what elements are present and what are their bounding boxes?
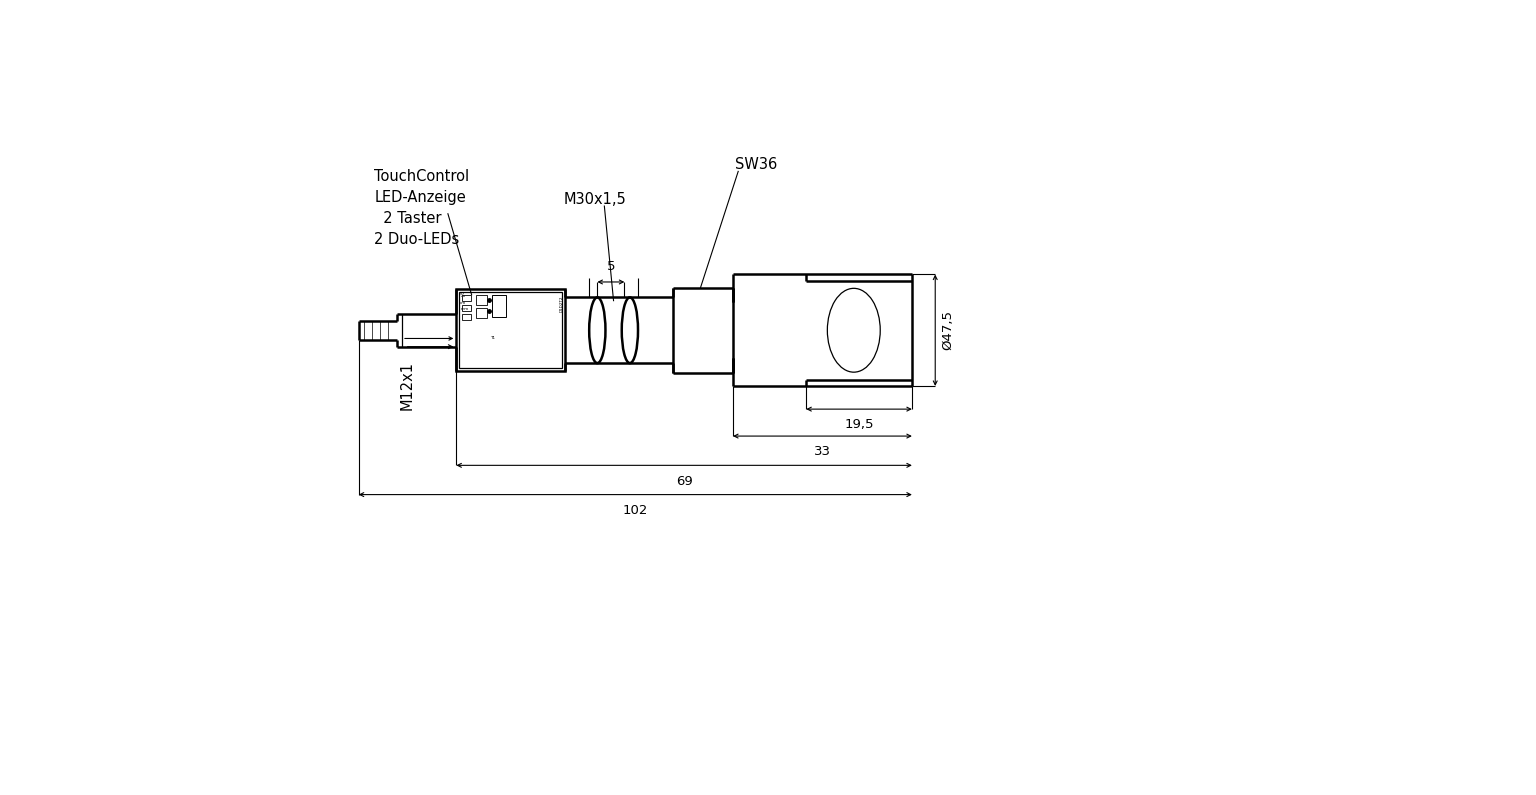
Bar — [462, 314, 472, 320]
Bar — [476, 295, 487, 305]
Text: cm: cm — [461, 301, 467, 304]
Text: T1: T1 — [490, 336, 495, 340]
Bar — [492, 295, 505, 317]
Text: 5: 5 — [607, 260, 614, 273]
Text: mm: mm — [461, 307, 468, 311]
Text: 69: 69 — [676, 475, 693, 487]
Text: M12x1: M12x1 — [399, 361, 415, 410]
Text: 102: 102 — [622, 504, 648, 517]
Text: %: % — [461, 293, 465, 298]
Text: SW36: SW36 — [734, 157, 777, 172]
Text: 19,5: 19,5 — [845, 418, 874, 432]
Bar — [476, 308, 487, 318]
Bar — [459, 293, 562, 368]
Text: 33: 33 — [814, 445, 831, 458]
Text: TouchControl
LED-Anzeige
  2 Taster
2 Duo-LEDs: TouchControl LED-Anzeige 2 Taster 2 Duo-… — [375, 169, 470, 246]
Text: M30x1,5: M30x1,5 — [564, 192, 627, 207]
Bar — [462, 295, 472, 301]
Bar — [462, 304, 472, 311]
Bar — [456, 289, 565, 371]
Text: D1D2T2: D1D2T2 — [559, 295, 564, 312]
Text: Ø47,5: Ø47,5 — [942, 310, 954, 351]
